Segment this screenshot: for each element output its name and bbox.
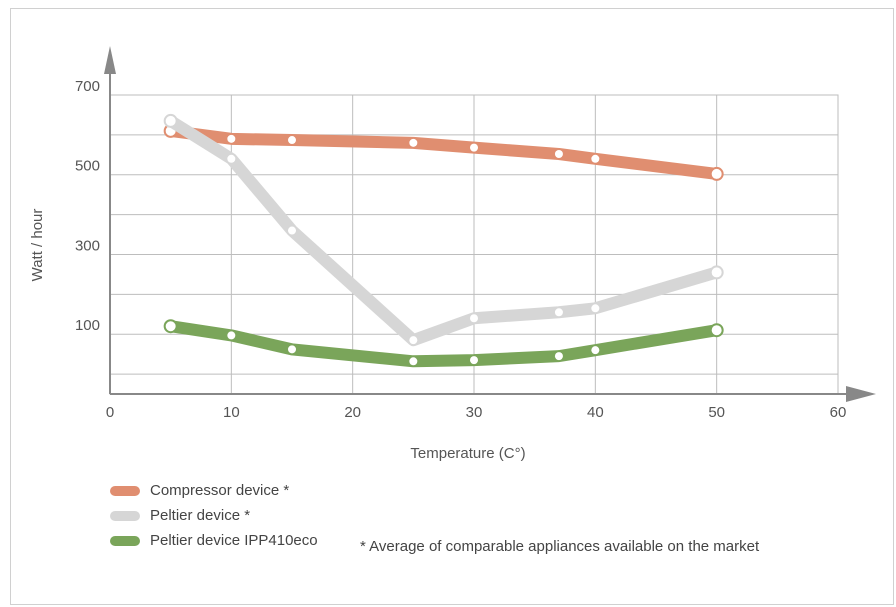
data-point <box>227 134 236 143</box>
legend-item-peltier: Peltier device * <box>110 503 318 528</box>
legend-label: Peltier device * <box>150 507 251 524</box>
series-line <box>164 124 723 180</box>
y-tick-label: 700 <box>75 78 100 95</box>
legend-swatch <box>110 485 140 496</box>
data-point <box>288 136 296 145</box>
data-point <box>227 154 236 163</box>
data-point <box>591 346 600 355</box>
data-point <box>163 113 178 128</box>
series-line <box>164 114 723 347</box>
axes <box>104 46 876 402</box>
y-tick-label: 300 <box>75 237 100 254</box>
y-tick-label: 500 <box>75 158 100 175</box>
y-axis-arrow <box>104 46 116 74</box>
data-point <box>163 319 178 334</box>
data-point <box>288 226 296 235</box>
x-tick-label: 60 <box>830 404 847 421</box>
x-tick-label: 40 <box>587 404 604 421</box>
data-point <box>288 345 296 354</box>
data-point <box>709 265 724 280</box>
x-tick-label: 20 <box>344 404 361 421</box>
data-point <box>554 352 563 361</box>
data-point <box>409 336 418 345</box>
data-point <box>554 308 563 317</box>
data-point <box>709 166 724 181</box>
x-tick-label: 30 <box>466 404 483 421</box>
data-point <box>591 304 600 313</box>
legend: Compressor device * Peltier device * Pel… <box>110 478 318 553</box>
y-axis-title: Watt / hour <box>29 209 46 282</box>
data-point <box>409 357 418 366</box>
data-point <box>554 150 563 159</box>
series-line <box>164 320 723 368</box>
data-point <box>409 138 418 147</box>
x-tick-label: 10 <box>223 404 240 421</box>
legend-item-compressor: Compressor device * <box>110 478 318 503</box>
x-axis-arrow <box>846 386 876 402</box>
x-axis-title: Temperature (C°) <box>410 445 525 462</box>
data-point <box>591 154 600 163</box>
legend-label: Compressor device * <box>150 482 290 499</box>
series-group <box>163 113 724 368</box>
legend-item-peltier-ipp410eco: Peltier device IPP410eco <box>110 528 318 553</box>
data-point <box>709 323 724 338</box>
y-tick-label: 100 <box>75 317 100 334</box>
legend-swatch <box>110 535 140 546</box>
tick-labels: 0 10 20 30 40 50 60 100 300 500 700 <box>75 78 846 421</box>
legend-swatch <box>110 510 140 521</box>
x-tick-label: 50 <box>708 404 725 421</box>
footnote: * Average of comparable appliances avail… <box>360 538 760 555</box>
legend-label: Peltier device IPP410eco <box>150 532 318 549</box>
data-point <box>227 331 236 340</box>
x-tick-label: 0 <box>106 404 114 421</box>
data-point <box>470 314 478 323</box>
chart-frame <box>10 8 894 605</box>
data-point <box>470 356 478 365</box>
data-point <box>470 143 478 152</box>
